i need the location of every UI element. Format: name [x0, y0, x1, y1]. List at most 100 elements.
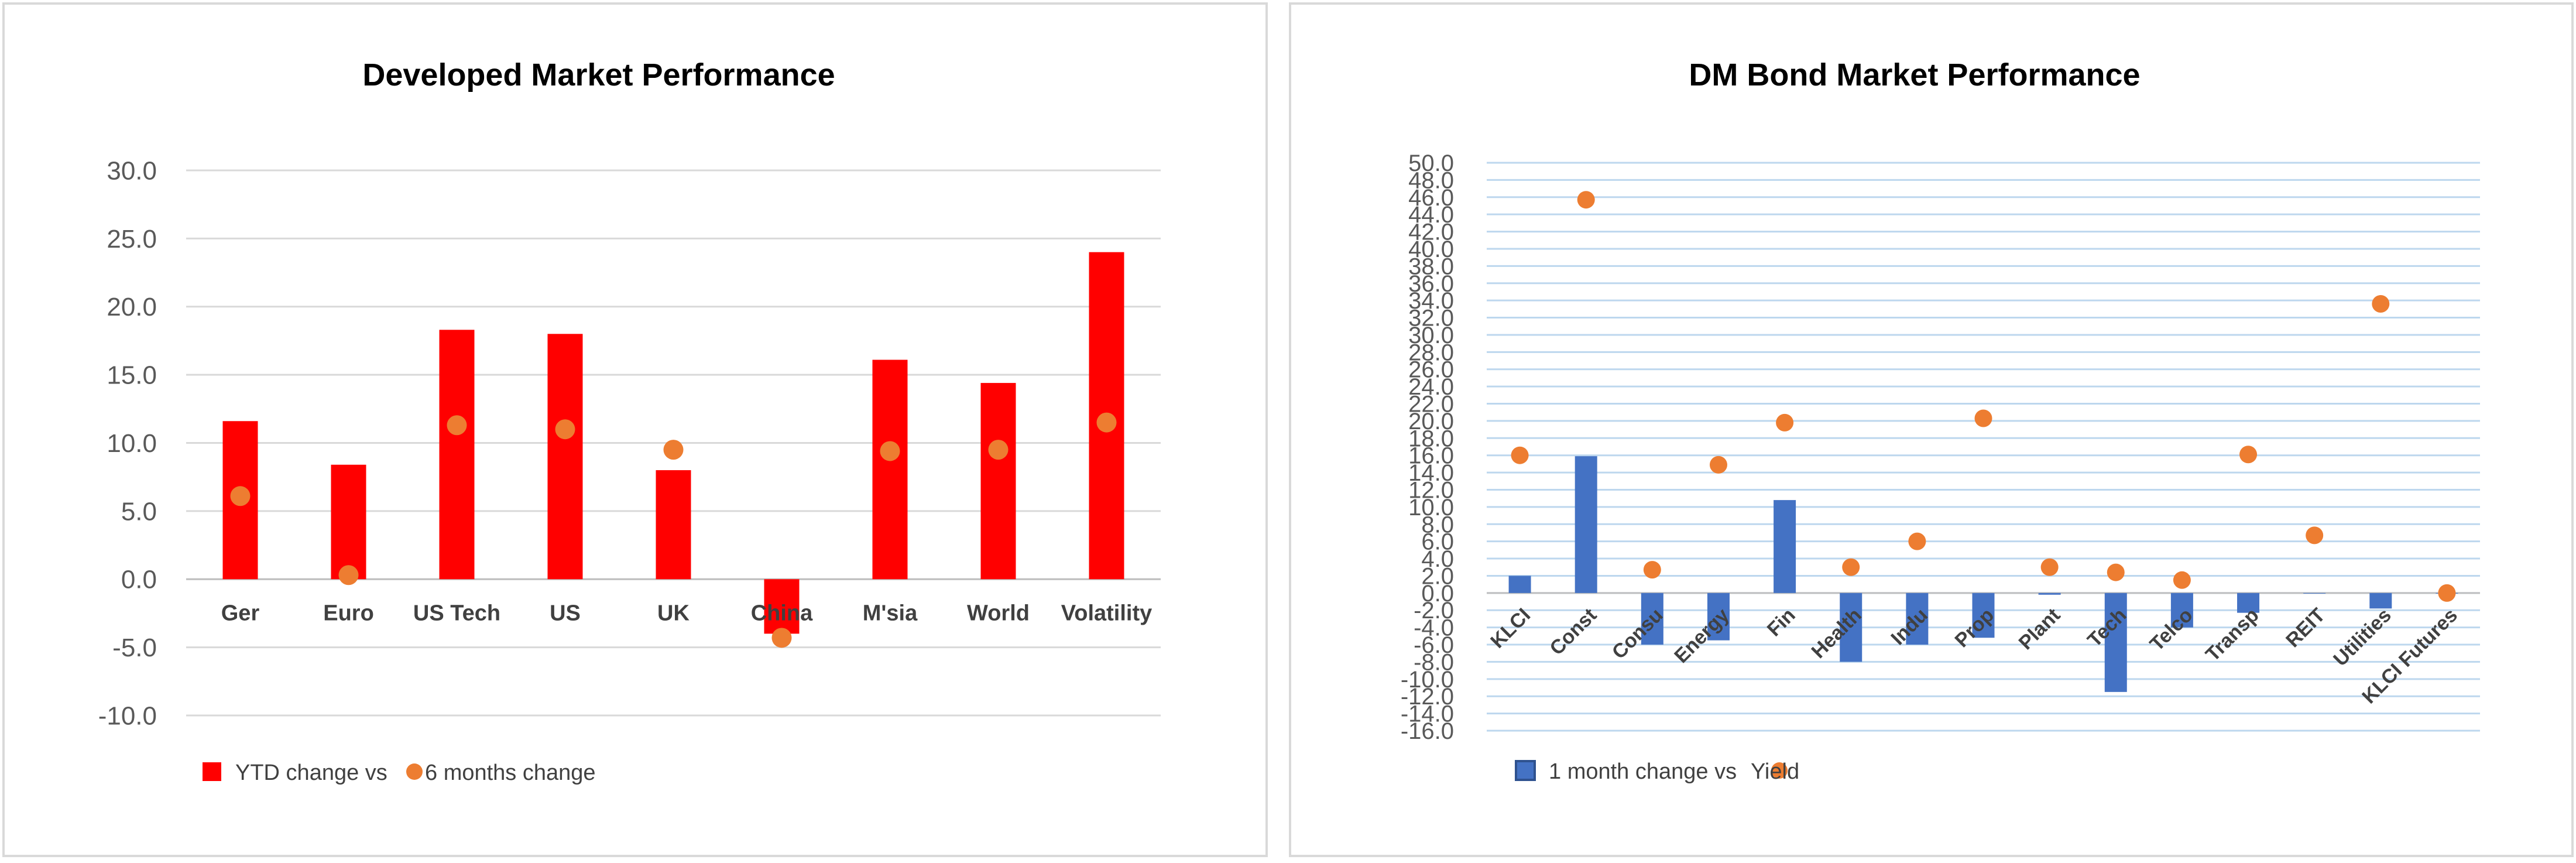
category-label: US Tech	[413, 601, 500, 625]
bar-fin	[1774, 500, 1796, 593]
category-label: Plant	[2015, 604, 2065, 655]
bar-tech	[2104, 593, 2127, 692]
category-label: Ger	[221, 601, 260, 625]
point-volatility	[1096, 412, 1117, 433]
y-tick-label: 20.0	[1408, 409, 1454, 434]
point-klci-futures	[2438, 584, 2456, 602]
category-label: Const	[1545, 604, 1601, 660]
bar-consu	[1641, 593, 1663, 645]
point-health	[1842, 558, 1860, 576]
bar-china	[764, 579, 800, 634]
legend-dot-swatch	[406, 763, 423, 780]
bar-const	[1575, 456, 1597, 593]
y-tick-label: 30.0	[1408, 323, 1454, 348]
y-tick-label: 22.0	[1408, 392, 1454, 417]
category-label: Euro	[323, 601, 374, 625]
y-tick-label: 0.0	[1421, 581, 1454, 607]
point-uk	[663, 440, 684, 460]
y-tick-label: 24.0	[1408, 374, 1454, 400]
y-tick-label: 28.0	[1408, 340, 1454, 365]
point-world	[988, 440, 1009, 460]
legend-dot-label: Yield	[1751, 759, 1799, 784]
category-label: World	[967, 601, 1030, 625]
legend-bar-swatch	[1515, 760, 1536, 781]
y-tick-label: 2.0	[1421, 563, 1454, 589]
point-fin	[1776, 413, 1794, 432]
bar-health	[1840, 593, 1862, 662]
legend-bar-label: YTD change vs	[235, 761, 387, 785]
point-reit	[2306, 526, 2324, 544]
y-tick-label: 10.0	[1408, 495, 1454, 520]
point-klci	[1511, 446, 1529, 464]
y-tick-label: -8.0	[1414, 649, 1454, 675]
category-label: M'sia	[863, 601, 918, 625]
bar-indu	[1906, 593, 1929, 645]
y-tick-label: 15.0	[107, 361, 157, 390]
point-plant	[2040, 558, 2059, 576]
y-tick-label: -10.0	[98, 701, 157, 730]
bar-klci	[1508, 576, 1531, 593]
y-tick-label: 8.0	[1421, 512, 1454, 537]
bar-uk	[656, 470, 691, 580]
point-transp	[2239, 446, 2258, 464]
y-tick-label: -12.0	[1401, 684, 1454, 710]
dm-bond-chart: DM Bond Market Performance 50.048.046.044…	[1401, 57, 2480, 784]
point-ger	[230, 486, 251, 506]
y-tick-label: 14.0	[1408, 460, 1454, 486]
chart-title: Developed Market Performance	[362, 57, 835, 93]
point-m-sia	[880, 441, 900, 461]
bar-utilities	[2369, 593, 2392, 609]
point-energy	[1709, 456, 1727, 474]
category-label: Utilities	[2329, 604, 2396, 671]
y-tick-label: 42.0	[1408, 220, 1454, 245]
y-tick-label: 6.0	[1421, 529, 1454, 555]
bar-telco	[2170, 593, 2193, 628]
legend-bar-label: 1 month change vs	[1549, 759, 1737, 784]
bar-world	[980, 383, 1016, 580]
category-label: UK	[657, 601, 690, 625]
y-tick-label: 26.0	[1408, 357, 1454, 383]
point-telco	[2173, 571, 2191, 589]
y-tick-label: -4.0	[1414, 615, 1454, 641]
y-tick-label: 25.0	[107, 225, 157, 254]
y-tick-label: -14.0	[1401, 701, 1454, 727]
legend-dot-swatch	[1771, 762, 1788, 779]
y-tick-label: 4.0	[1421, 546, 1454, 572]
y-tick-label: 46.0	[1408, 185, 1454, 211]
point-us	[555, 419, 575, 440]
category-label: Transp	[2201, 604, 2263, 666]
y-tick-label: 40.0	[1408, 237, 1454, 262]
y-tick-label: 30.0	[107, 156, 157, 185]
bar-transp	[2237, 593, 2260, 613]
y-tick-label: 36.0	[1408, 271, 1454, 297]
point-const	[1577, 191, 1595, 209]
category-label: China	[751, 601, 813, 625]
y-tick-label: 44.0	[1408, 202, 1454, 228]
developed-market-chart-panel: Developed Market Performance 30.0 25.0 20.0…	[2, 2, 1268, 857]
dm-bond-chart-panel: DM Bond Market Performance 50.0 48.0 46.0 44…	[1289, 2, 2574, 857]
point-us-tech	[447, 415, 467, 436]
y-tick-label: -16.0	[1401, 718, 1454, 744]
y-tick-label: 0.0	[121, 566, 157, 594]
point-tech	[2107, 563, 2125, 581]
bar-energy	[1707, 593, 1730, 641]
developed-market-chart: Developed Market Performance 30.0 25.0 20.0…	[98, 57, 1161, 785]
y-tick-label: -5.0	[112, 633, 157, 662]
bar-us-tech	[439, 330, 475, 580]
point-euro	[338, 565, 359, 585]
y-tick-label: 5.0	[121, 497, 157, 526]
y-tick-label: 16.0	[1408, 443, 1454, 469]
legend-dot-label: 6 months change	[425, 761, 596, 785]
bar-plant	[2038, 593, 2061, 595]
point-consu	[1643, 561, 1661, 579]
y-tick-label: 48.0	[1408, 167, 1454, 193]
point-utilities	[2372, 295, 2390, 313]
point-indu	[1908, 532, 1926, 550]
y-tick-label: 32.0	[1408, 306, 1454, 331]
y-tick-label: 20.0	[107, 293, 157, 321]
bar-m-sia	[872, 359, 908, 580]
y-tick-label: 34.0	[1408, 288, 1454, 314]
y-tick-label: -2.0	[1414, 598, 1454, 624]
point-prop	[1974, 409, 1992, 427]
legend-bar-swatch	[203, 762, 221, 781]
